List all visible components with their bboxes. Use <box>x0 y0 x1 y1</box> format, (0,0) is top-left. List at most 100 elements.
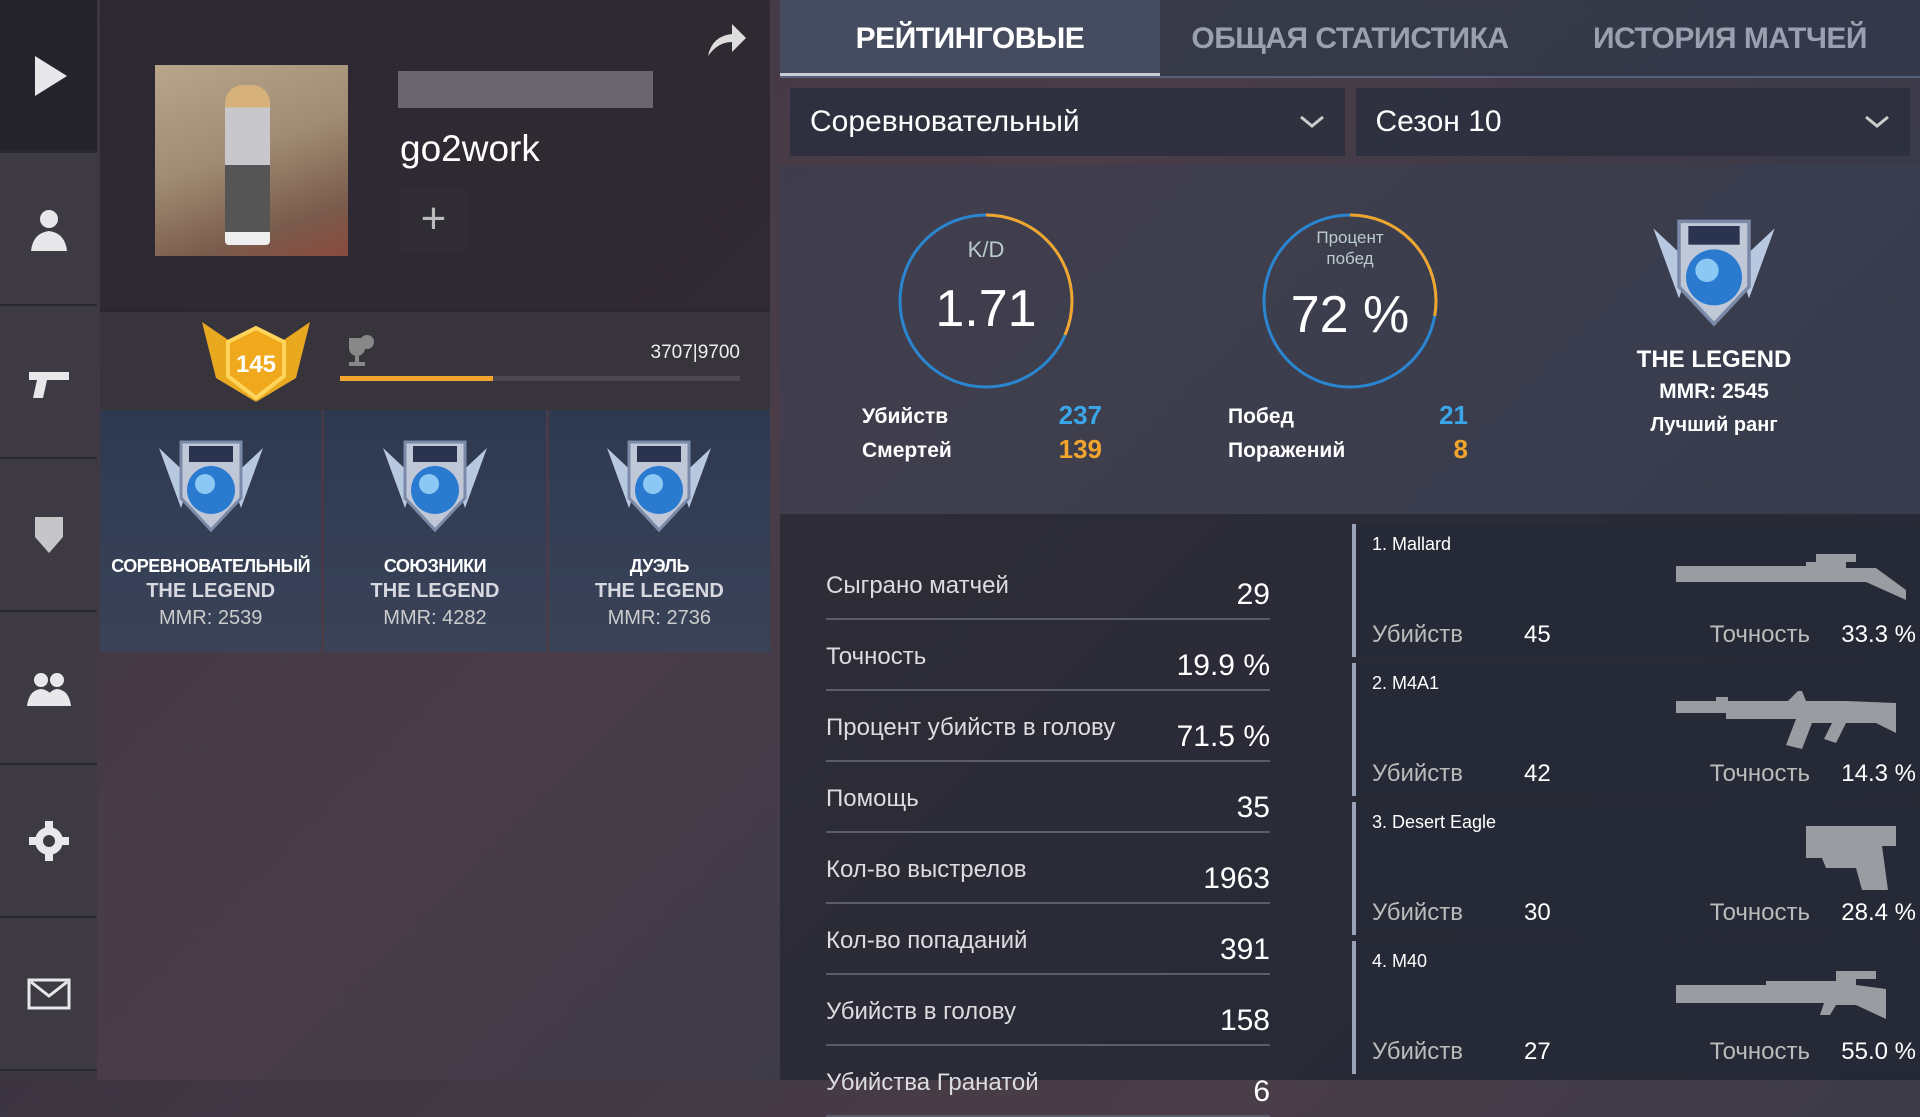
kd-ring: K/D 1.71 <box>894 209 1078 393</box>
wins-row: Побед 21 <box>1228 400 1468 435</box>
sidebar-settings[interactable] <box>0 765 97 918</box>
weapons-list: 1. Mallard Убийств 45 Точность 33.3 % 2.… <box>1352 524 1920 1080</box>
weapon-kills-label: Убийств <box>1372 1038 1464 1065</box>
mail-icon <box>27 978 70 1009</box>
weapon-accuracy-label: Точность <box>1709 1038 1810 1065</box>
rank-mmr: MMR: 4282 <box>383 607 487 629</box>
friends-icon <box>26 672 71 706</box>
weapon-card[interactable]: 2. M4A1 Убийств 42 Точность 14.3 % <box>1352 663 1920 796</box>
sidebar-weapons[interactable] <box>0 306 97 459</box>
rank-emblem <box>375 428 495 548</box>
rank-mmr: MMR: 2539 <box>158 607 263 629</box>
best-rank-label: Лучший ранг <box>1650 414 1778 436</box>
level-number: 145 <box>236 351 276 378</box>
weapon-accuracy: 28.4 % <box>1841 899 1916 926</box>
stat-row: Кол-во попаданий 391 <box>826 904 1270 975</box>
share-icon[interactable] <box>704 22 748 58</box>
xp-progress-bar <box>340 376 740 381</box>
stat-row: Точность 19.9 % <box>826 620 1270 691</box>
mode-dropdown[interactable]: Соревновательный <box>790 88 1345 156</box>
weapon-card[interactable]: 1. Mallard Убийств 45 Точность 33.3 % <box>1352 524 1920 657</box>
weapon-accuracy-label: Точность <box>1709 899 1810 926</box>
season-dropdown[interactable]: Сезон 10 <box>1355 88 1910 156</box>
weapon-kills: 45 <box>1524 621 1551 648</box>
stat-value: 71.5 % <box>1176 720 1270 753</box>
weapon-silhouette-icon <box>1676 971 1886 1019</box>
stat-value: 29 <box>1236 578 1270 611</box>
weapon-accuracy: 33.3 % <box>1841 621 1916 648</box>
stat-label: Кол-во попаданий <box>826 927 1028 954</box>
weapon-card[interactable]: 4. M40 Убийств 27 Точность 55.0 % <box>1352 941 1920 1074</box>
gear-icon <box>28 820 69 861</box>
weapon-name: 1. Mallard <box>1372 534 1452 554</box>
stats-list: Сыграно матчей 29 Точность 19.9 % Процент уб… <box>826 549 1270 1117</box>
weapon-kills-label: Убийств <box>1372 899 1464 926</box>
wins-label: Побед <box>1228 405 1294 428</box>
sidebar-clan[interactable] <box>0 459 97 612</box>
redacted-field <box>398 71 653 108</box>
weapon-card[interactable]: 3. Desert Eagle Убийств 30 Точность 28.4… <box>1352 802 1920 935</box>
sidebar-mail[interactable] <box>0 918 97 1071</box>
deaths-value: 139 <box>1058 434 1102 464</box>
xp-progress-fill <box>340 376 493 381</box>
weapon-silhouette-icon <box>1676 691 1896 749</box>
best-rank-mmr: MMR: 2545 <box>1659 380 1769 403</box>
winrate-value: 72 % <box>1290 286 1410 344</box>
deaths-label: Смертей <box>862 439 952 462</box>
stat-row: Кол-во выстрелов 1963 <box>826 833 1270 904</box>
rank-card-allies[interactable]: СОЮЗНИКИ THE LEGEND MMR: 4282 <box>324 410 546 652</box>
kills-value: 237 <box>1058 400 1102 430</box>
stat-label: Убийств в голову <box>826 998 1016 1025</box>
weapon-kills-label: Убийств <box>1372 760 1464 787</box>
wins-value: 21 <box>1439 400 1468 430</box>
rank-mode: СОЮЗНИКИ <box>383 556 487 576</box>
sidebar-friends[interactable] <box>0 612 97 765</box>
weapon-kills: 30 <box>1524 899 1551 926</box>
add-button[interactable]: + <box>400 187 467 253</box>
mode-value: Соревновательный <box>810 105 1080 138</box>
stat-label: Помощь <box>826 785 919 812</box>
best-rank-name: THE LEGEND <box>1636 346 1792 373</box>
rank-mmr: MMR: 2736 <box>607 607 711 629</box>
weapon-kills: 42 <box>1524 760 1551 787</box>
level-badge: 145 <box>202 322 310 402</box>
tab-general-stats[interactable]: ОБЩАЯ СТАТИСТИКА <box>1191 22 1509 55</box>
tab-match-history[interactable]: ИСТОРИЯ МАТЧЕЙ <box>1592 22 1868 55</box>
winrate-ring: Процент побед 72 % <box>1258 209 1442 393</box>
sidebar <box>0 0 97 1080</box>
avatar[interactable] <box>155 65 348 256</box>
play-icon <box>34 55 67 96</box>
stat-row: Убийств в голову 158 <box>826 975 1270 1046</box>
stat-label: Убийства Гранатой <box>826 1069 1039 1096</box>
chevron-down-icon <box>1299 115 1324 128</box>
weapon-accuracy-label: Точность <box>1709 621 1810 648</box>
stat-value: 19.9 % <box>1176 649 1270 682</box>
tab-ranked[interactable]: РЕЙТИНГОВЫЕ <box>780 0 1160 76</box>
winrate-label: Процент побед <box>1316 228 1384 268</box>
losses-value: 8 <box>1453 434 1468 464</box>
rank-card-competitive[interactable]: СОРЕВНОВАТЕЛЬНЫЙ THE LEGEND MMR: 2539 <box>100 410 322 652</box>
kd-label: K/D <box>967 237 1005 262</box>
sidebar-play[interactable] <box>0 0 97 153</box>
profile-panel: go2work + 145 3707|9700 СОРЕВНОВАТЕЛЬНЫЙ… <box>100 0 770 1080</box>
pistol-icon <box>28 371 69 398</box>
rank-name: THE LEGEND <box>146 580 276 602</box>
stat-row: Процент убийств в голову 71.5 % <box>826 691 1270 762</box>
chevron-down-icon <box>1865 115 1889 128</box>
kd-value: 1.71 <box>935 280 1037 338</box>
weapon-name: 2. M4A1 <box>1372 673 1440 693</box>
sidebar-profile[interactable] <box>0 153 97 306</box>
rank-emblem <box>151 428 271 548</box>
rank-card-duel[interactable]: ДУЭЛЬ THE LEGEND MMR: 2736 <box>548 410 770 652</box>
stats-panel: РЕЙТИНГОВЫЕ ОБЩАЯ СТАТИСТИКА ИСТОРИЯ МАТ… <box>780 0 1920 1117</box>
best-rank-emblem <box>1651 219 1777 326</box>
stat-value: 158 <box>1219 1004 1270 1037</box>
deaths-row: Смертей 139 <box>862 434 1102 469</box>
weapon-name: 3. Desert Eagle <box>1372 812 1497 832</box>
rank-name: THE LEGEND <box>594 580 724 602</box>
weapon-name: 4. M40 <box>1372 951 1428 971</box>
stat-label: Точность <box>826 643 927 670</box>
stat-row: Убийства Гранатой 6 <box>826 1046 1270 1117</box>
weapon-kills: 27 <box>1524 1038 1551 1065</box>
rank-emblem <box>599 428 719 548</box>
